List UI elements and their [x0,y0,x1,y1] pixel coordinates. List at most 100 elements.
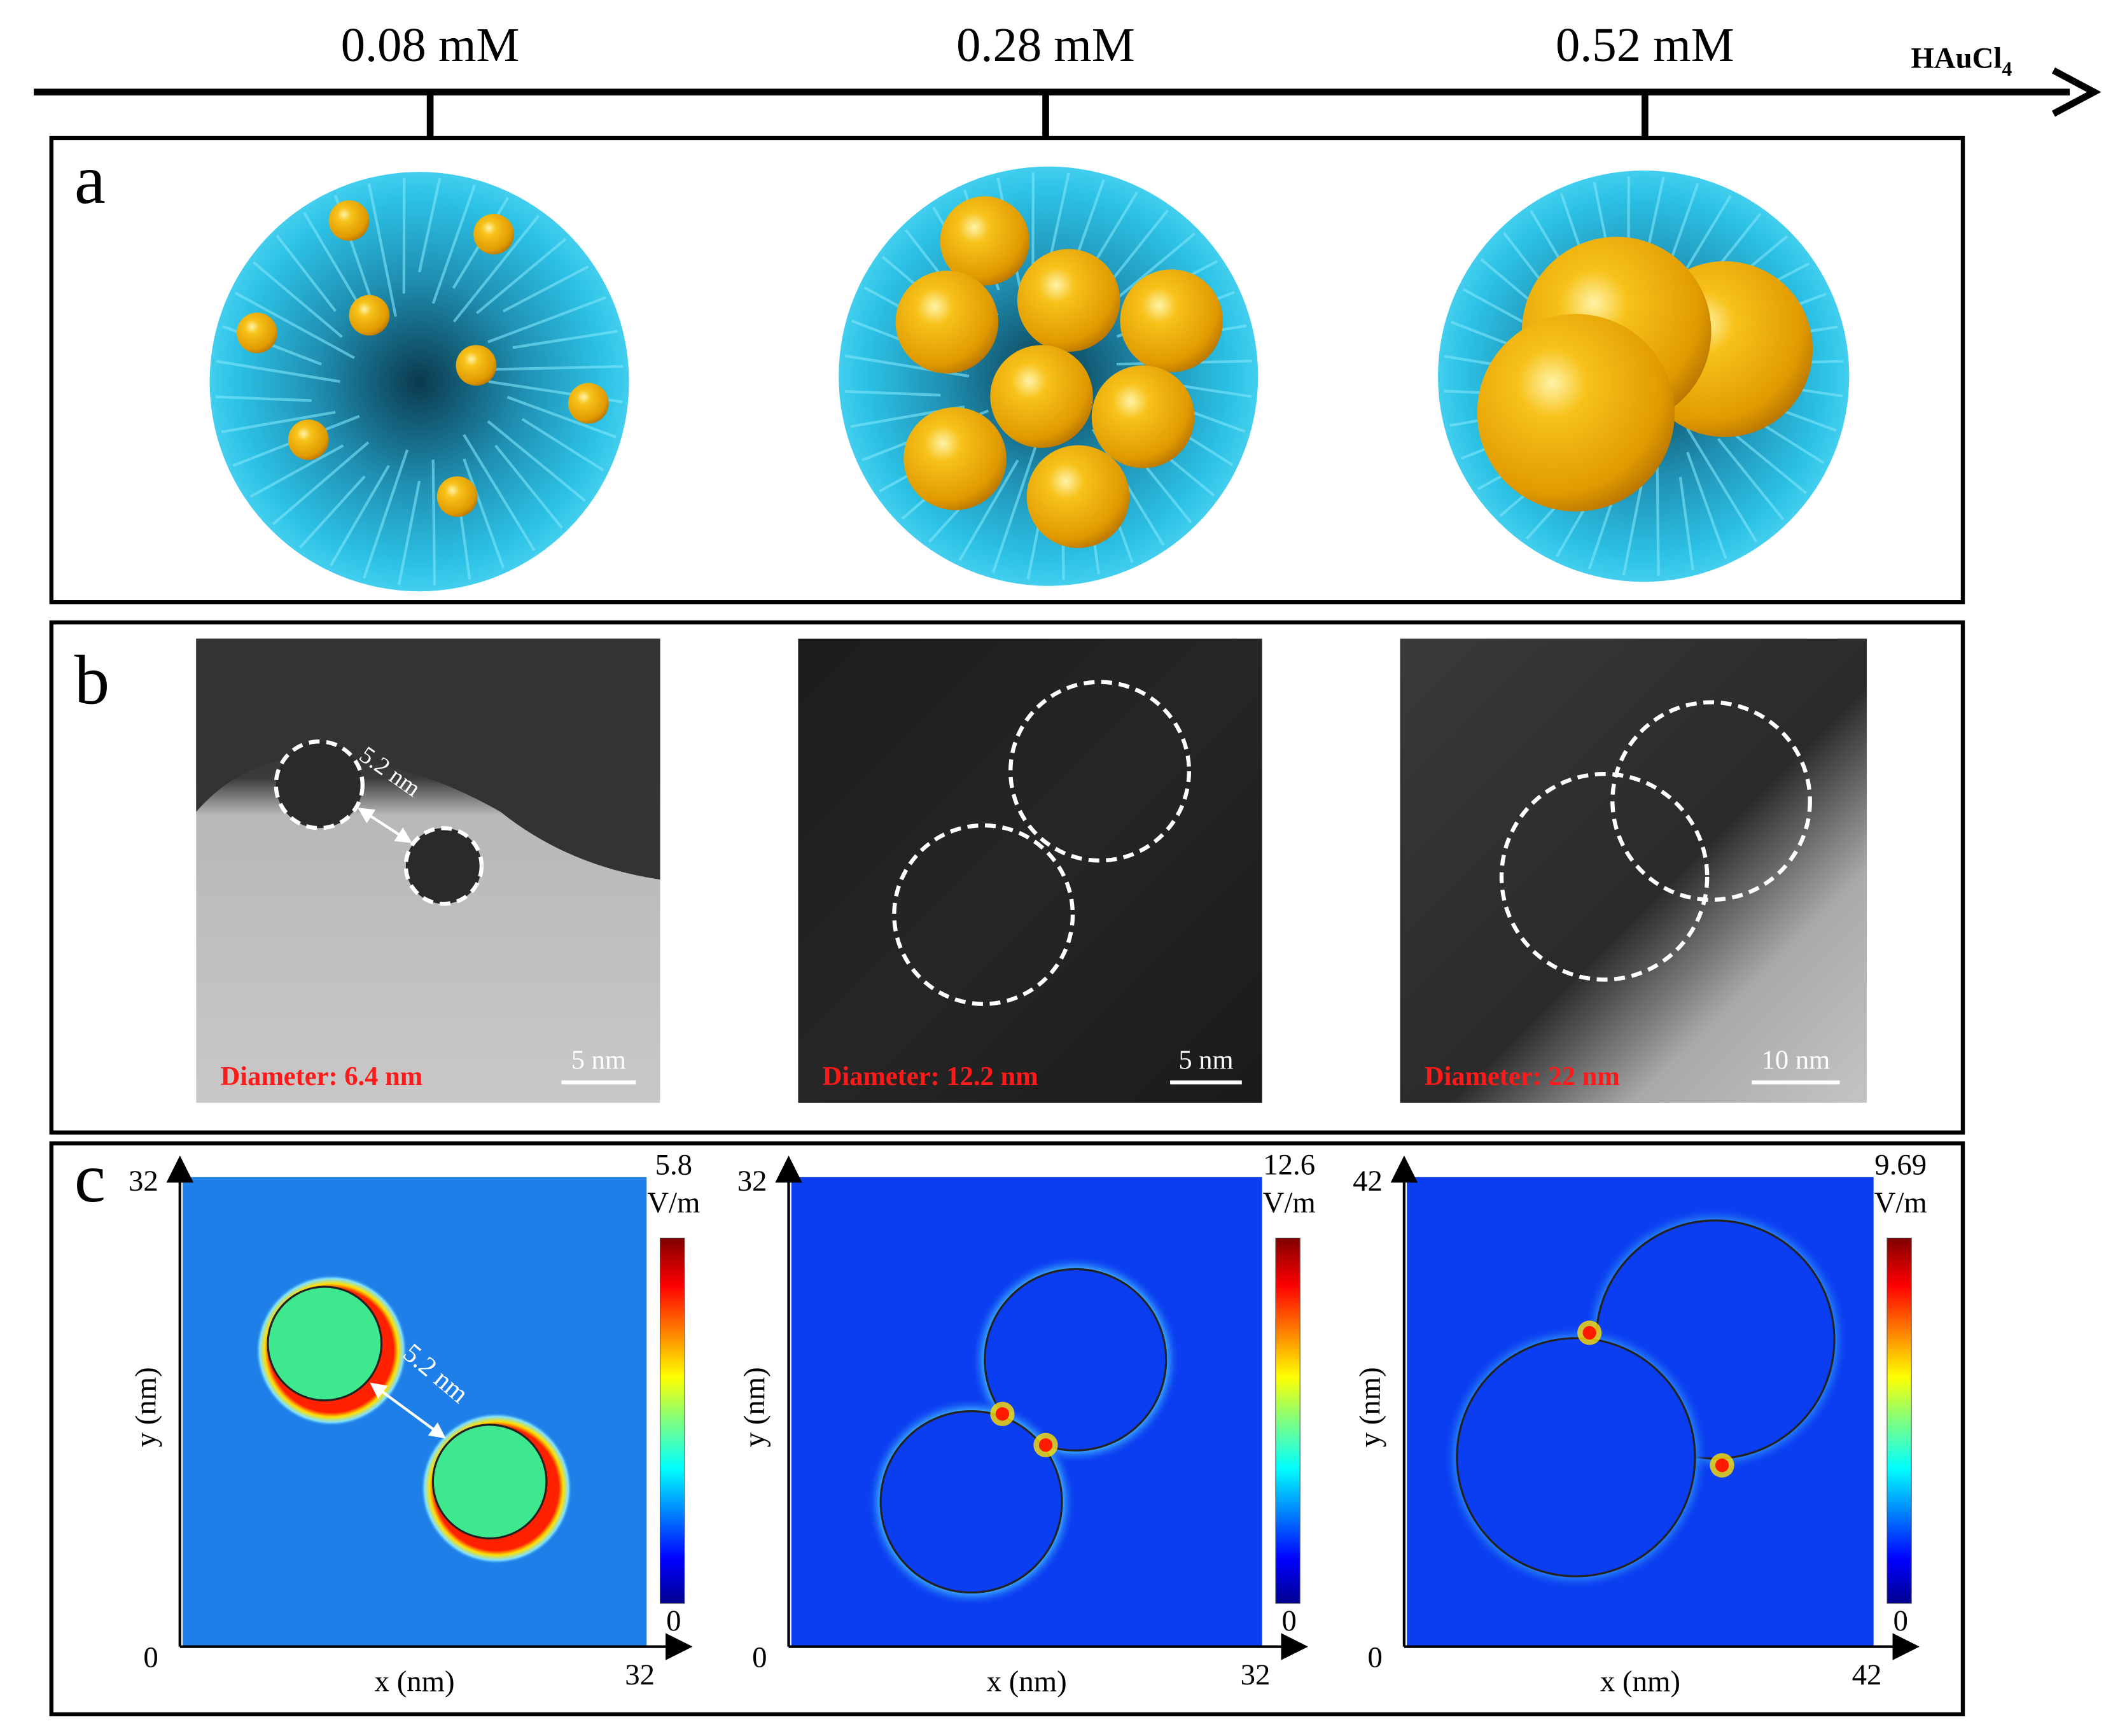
gap-arrow [370,1382,446,1439]
particle-outline [274,739,365,830]
tem-dark-region [196,638,660,880]
petal [367,183,397,317]
gold-particle [328,200,370,241]
colorbar-unit: V/m [1874,1186,1927,1219]
petal [216,360,340,383]
petal [958,459,1019,561]
hotspot-core [995,1407,1010,1421]
petal [249,444,344,498]
gold-particle [990,345,1093,448]
petal [1622,473,1645,576]
petal [463,458,505,569]
particle-outline [1008,680,1192,863]
scale-label: 5 nm [1178,1046,1233,1075]
petal [487,420,587,502]
concentration-label: 0.52 mM [1556,18,1734,72]
diameter-label: Diameter: 22 nm [1425,1061,1620,1091]
petal [494,444,563,529]
gold-particle [1017,249,1120,352]
nanoflower [209,172,629,592]
petal [1717,438,1785,521]
origin-label: 0 [143,1641,158,1674]
y-max-label: 32 [737,1165,767,1198]
panel-label: b [74,641,109,719]
y-axis-label: y (nm) [130,1367,163,1447]
x-axis-label: x (nm) [375,1665,455,1698]
tem-image [798,638,1262,1103]
gold-particle [349,295,390,336]
gold-particle [237,312,277,354]
petal [1678,477,1694,571]
petal [418,178,442,273]
x-max-label: 42 [1852,1658,1882,1691]
panel-label: c [74,1138,106,1217]
petal [844,389,941,397]
y-max-label: 42 [1353,1165,1383,1198]
petal [215,395,312,402]
particle [431,1424,548,1540]
gold-particle [456,345,497,386]
gold-particle [568,382,609,424]
petal [487,296,606,344]
y-max-label: 32 [129,1165,158,1198]
particle-outline [1610,700,1812,902]
gold-particle [903,407,1007,510]
petal [1047,172,1070,267]
colorbar [1275,1237,1301,1604]
colorbar-min: 0 [1893,1604,1908,1637]
petal [1656,452,1660,576]
reagent-label: HAuCl4 [1911,41,2012,80]
colorbar-max: 12.6 [1263,1149,1315,1182]
petal [991,444,1038,573]
petal [272,441,370,526]
petal [512,330,618,349]
colorbar-unit: V/m [647,1186,700,1219]
gold-particle [940,196,1029,286]
particle-outline [1499,772,1710,982]
colorbar-min: 0 [666,1604,681,1637]
concentration-label: 0.28 mM [956,18,1135,72]
petal [253,261,343,339]
gold-particle [1120,269,1224,372]
petal [431,184,477,304]
timeline-arrowhead [2051,67,2102,117]
gold-particle [288,419,329,460]
petal [475,237,567,314]
panel-c-frame [49,1141,1965,1717]
gold-particle [436,476,478,517]
petal [487,365,624,371]
colorbar [1886,1237,1912,1604]
gold-particle [1026,445,1130,549]
concentration-label: 0.08 mM [341,18,520,72]
panel-b-frame [49,620,1965,1135]
gold-particle [1477,314,1675,512]
petal [363,449,409,579]
field-map [183,1177,647,1647]
petal [234,291,355,360]
y-axis-label: y (nm) [1354,1367,1387,1447]
petal [275,234,337,312]
origin-label: 0 [752,1641,767,1674]
particle [267,1285,383,1402]
gap-arrow [357,808,412,843]
petal [521,417,604,472]
gold-particle [1091,365,1195,468]
petal [452,214,540,323]
x-max-label: 32 [1241,1658,1271,1691]
petal [1685,427,1758,543]
gold-particle [473,214,514,255]
scale-label: 10 nm [1762,1046,1830,1075]
hotspot-core [1582,1326,1596,1340]
x-axis-label: x (nm) [1600,1665,1680,1698]
colorbar [660,1237,685,1604]
colorbar-unit: V/m [1263,1186,1316,1219]
particle [879,1410,1063,1594]
particle-outline [403,826,484,906]
x-axis-label: x (nm) [987,1665,1067,1698]
scale-label: 5 nm [571,1046,626,1075]
petal [299,475,366,549]
colorbar-max: 5.8 [655,1149,692,1182]
particle [1456,1337,1696,1578]
hotspot-core [1038,1438,1053,1452]
